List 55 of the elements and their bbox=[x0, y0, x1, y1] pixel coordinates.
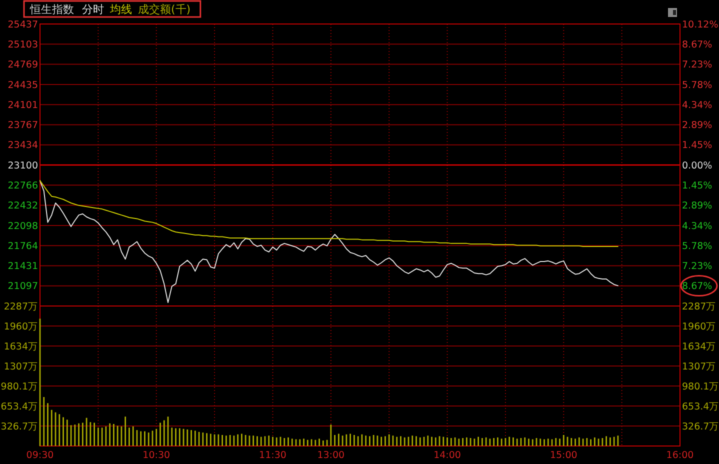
y-tick-label: 25437 bbox=[8, 19, 38, 30]
y-tick-label: 980.1万 bbox=[0, 381, 38, 392]
y2-tick-label: 8.67% bbox=[682, 281, 712, 292]
x-tick-label: 09:30 bbox=[26, 450, 54, 461]
y2-tick-label: 4.34% bbox=[682, 100, 712, 111]
y-tick-label: 653.4万 bbox=[0, 401, 38, 412]
y2-tick-label: 2287万 bbox=[682, 301, 716, 312]
line-series bbox=[40, 180, 618, 304]
x-tick-label: 14:00 bbox=[434, 450, 461, 461]
y2-tick-label: 0.00% bbox=[682, 160, 712, 172]
y-tick-label: 24769 bbox=[8, 60, 38, 71]
x-tick-label: 11:30 bbox=[259, 450, 286, 461]
y2-tick-label: 1634万 bbox=[682, 341, 716, 352]
y-tick-label: 23434 bbox=[8, 140, 38, 152]
y-tick-label: 21764 bbox=[8, 240, 38, 252]
x-tick-label: 16:00 bbox=[666, 450, 694, 461]
y2-tick-label: 7.23% bbox=[682, 60, 712, 71]
y-tick-label: 23100 bbox=[8, 160, 38, 172]
y2-tick-label: 1.45% bbox=[682, 140, 712, 152]
y-tick-label: 21431 bbox=[8, 261, 38, 272]
y-tick-label: 2287万 bbox=[4, 301, 38, 312]
line-series bbox=[40, 180, 618, 247]
text: 成交额(千) bbox=[138, 3, 191, 16]
y2-tick-label: 4.34% bbox=[682, 220, 712, 232]
y-tick-label: 1960万 bbox=[4, 321, 38, 332]
y2-tick-label: 653.4万 bbox=[682, 401, 719, 412]
y-tick-label: 21097 bbox=[8, 281, 38, 292]
text: 分时 bbox=[82, 3, 104, 16]
y-tick-label: 25103 bbox=[8, 39, 38, 50]
x-tick-label: 10:30 bbox=[142, 450, 170, 461]
y2-tick-label: 7.23% bbox=[682, 261, 712, 272]
chart-title: 恒生指数 bbox=[29, 3, 74, 16]
y-tick-label: 24101 bbox=[8, 100, 38, 111]
y-tick-label: 23767 bbox=[8, 120, 38, 132]
text: 均线 bbox=[109, 3, 132, 16]
y2-tick-label: 1960万 bbox=[682, 321, 716, 332]
x-tick-label: 13:00 bbox=[317, 450, 345, 461]
y-tick-label: 24435 bbox=[8, 80, 38, 91]
y-tick-label: 1307万 bbox=[4, 361, 38, 372]
y2-tick-label: 5.78% bbox=[682, 80, 712, 91]
y2-tick-label: 326.7万 bbox=[682, 421, 719, 432]
y-tick-label: 22098 bbox=[8, 220, 38, 232]
y2-tick-label: 10.12% bbox=[682, 19, 718, 30]
y2-tick-label: 1307万 bbox=[682, 361, 716, 372]
y2-tick-label: 5.78% bbox=[682, 240, 712, 252]
y2-tick-label: 980.1万 bbox=[682, 381, 719, 392]
y2-tick-label: 8.67% bbox=[682, 40, 712, 51]
y2-tick-label: 1.45% bbox=[682, 180, 712, 192]
y-tick-label: 22432 bbox=[8, 200, 38, 212]
x-tick-label: 15:00 bbox=[550, 450, 578, 461]
y2-tick-label: 2.89% bbox=[682, 200, 712, 212]
y-tick-label: 1634万 bbox=[4, 341, 38, 352]
y-tick-label: 22766 bbox=[8, 180, 38, 192]
y-tick-label: 326.7万 bbox=[0, 421, 38, 432]
y2-tick-label: 2.89% bbox=[682, 120, 712, 132]
